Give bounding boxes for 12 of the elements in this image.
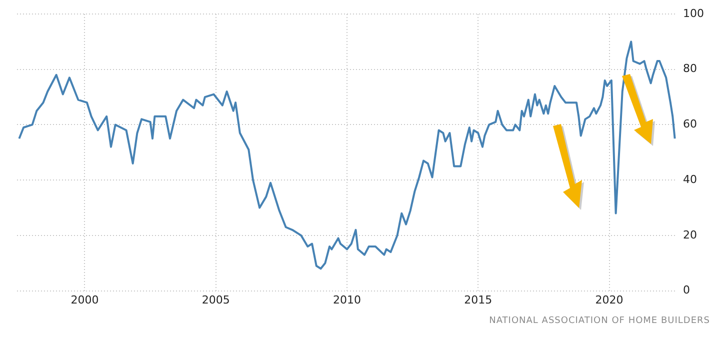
x-tick-label: 2015	[464, 293, 492, 306]
y-tick-label: 60	[683, 118, 698, 131]
y-tick-label: 100	[683, 6, 704, 20]
x-tick-label: 2020	[595, 293, 624, 306]
y-tick-label: 20	[683, 228, 698, 242]
text: NATIONAL ASSOCIATION OF HOME BUILDERS	[489, 316, 710, 326]
x-tick-label: 2010	[333, 293, 361, 306]
y-tick-label: 40	[683, 172, 698, 186]
x-tick-label: 2005	[202, 293, 230, 306]
y-tick-label: 80	[683, 62, 698, 76]
y-tick-label: 0	[683, 284, 690, 297]
x-tick-label: 2000	[70, 293, 99, 306]
